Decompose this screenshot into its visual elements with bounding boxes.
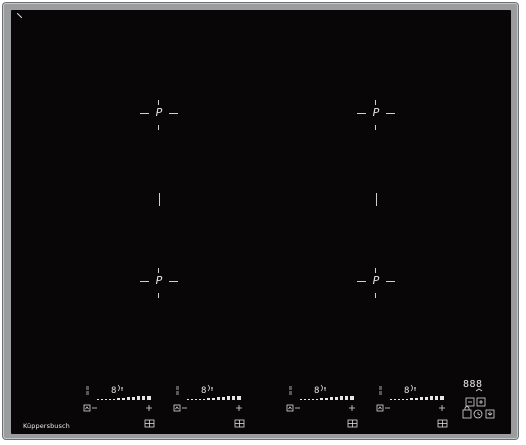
lock-icon <box>463 410 471 418</box>
zone-tick <box>375 125 376 130</box>
power-icon <box>289 407 292 409</box>
zone-tick <box>140 113 149 114</box>
zone-label: P <box>152 106 166 120</box>
zone-tick <box>158 100 159 105</box>
heat-icon <box>208 385 210 391</box>
plus-icon <box>439 405 445 411</box>
power-icon <box>287 405 293 411</box>
bridge-mark-left <box>159 193 160 206</box>
brand-logo: Küppersbusch <box>23 422 70 430</box>
power-icon <box>377 405 383 411</box>
power-display: 8 <box>201 386 206 396</box>
zone-tick <box>169 113 178 114</box>
power-display: 8 <box>111 386 116 396</box>
power-icon <box>379 407 382 409</box>
corner-mark-icon <box>17 13 22 18</box>
cooktop-glass: P P P P <box>11 10 511 434</box>
zone-tick <box>375 293 376 298</box>
timer-panel[interactable]: 888 <box>459 376 499 430</box>
zone-label: P <box>369 106 383 120</box>
heat-icon <box>118 385 120 391</box>
control-panel-graphics: 8 <box>374 384 458 430</box>
plus-icon <box>349 405 355 411</box>
control-panel-graphics: 8 <box>171 384 255 430</box>
power-display: 8 <box>314 386 319 396</box>
zone-select-icon <box>86 387 89 394</box>
zone-select-icon <box>379 387 382 394</box>
zone-label: P <box>152 274 166 288</box>
zone-marker-front-left[interactable]: P <box>139 268 179 298</box>
zone-tick <box>158 268 159 273</box>
zone-tick <box>357 281 366 282</box>
zone-tick <box>375 268 376 273</box>
control-zone-4[interactable]: 8 <box>374 384 458 430</box>
power-icon <box>86 407 89 409</box>
power-display: 8 <box>404 386 409 396</box>
plus-icon <box>236 405 242 411</box>
zone-tick <box>158 125 159 130</box>
zone-label: P <box>369 274 383 288</box>
control-zone-1[interactable]: 8 <box>81 384 165 430</box>
zone-tick <box>357 113 366 114</box>
zone-select-icon <box>289 387 292 394</box>
zone-marker-rear-left[interactable]: P <box>139 100 179 130</box>
power-icon <box>84 405 90 411</box>
timer-graphics: 888 <box>459 376 499 430</box>
zone-select-icon <box>176 387 179 394</box>
zone-tick <box>386 113 395 114</box>
power-icon <box>174 405 180 411</box>
power-icon <box>176 407 179 409</box>
zone-tick <box>375 100 376 105</box>
bridge-mark-right <box>376 193 377 206</box>
heat-icon <box>411 385 413 391</box>
zone-tick <box>158 293 159 298</box>
zone-marker-front-right[interactable]: P <box>356 268 396 298</box>
zone-tick <box>169 281 178 282</box>
control-panel-graphics: 8 <box>284 384 368 430</box>
timer-display: 888 <box>463 379 483 390</box>
zone-tick <box>386 281 395 282</box>
zone-marker-rear-right[interactable]: P <box>356 100 396 130</box>
zone-tick <box>140 281 149 282</box>
heat-icon <box>321 385 323 391</box>
control-panel-graphics: 8 <box>81 384 165 430</box>
control-zone-3[interactable]: 8 <box>284 384 368 430</box>
control-zone-2[interactable]: 8 <box>171 384 255 430</box>
plus-icon <box>146 405 152 411</box>
